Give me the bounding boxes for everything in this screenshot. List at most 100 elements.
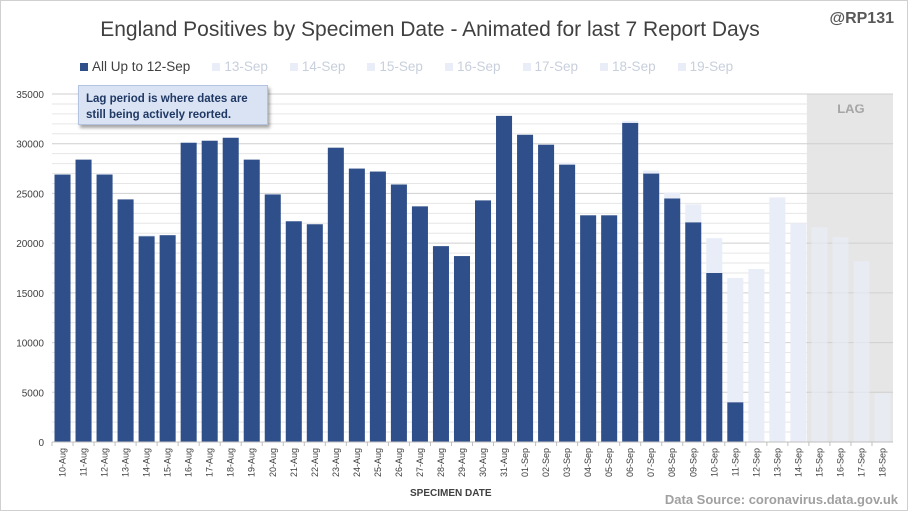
x-tick-label: 27-Aug xyxy=(415,448,425,477)
x-tick-label: 14-Sep xyxy=(793,448,803,477)
x-tick-label: 12-Sep xyxy=(751,448,761,477)
x-tick-label: 18-Aug xyxy=(226,448,236,477)
x-tick-label: 03-Sep xyxy=(562,448,572,477)
bar-up-to-12-sep xyxy=(75,159,92,442)
bar-up-to-12-sep xyxy=(453,256,470,442)
x-tick-label: 10-Sep xyxy=(709,448,719,477)
x-tick-label: 15-Aug xyxy=(163,448,173,477)
x-tick-label: 09-Sep xyxy=(688,448,698,477)
bar-later-reports xyxy=(832,237,849,442)
bar-up-to-12-sep xyxy=(306,224,323,442)
bar-up-to-12-sep xyxy=(664,198,681,442)
x-axis-label: SPECIMEN DATE xyxy=(410,488,492,499)
data-source: Data Source: coronavirus.data.gov.uk xyxy=(664,492,898,507)
y-tick-label: 30000 xyxy=(16,140,44,151)
author-handle: @RP131 xyxy=(829,10,894,27)
bar-up-to-12-sep xyxy=(390,184,407,443)
x-tick-label: 11-Sep xyxy=(730,448,740,476)
bar-up-to-12-sep xyxy=(201,140,218,442)
legend-swatch xyxy=(289,62,298,71)
x-tick-label: 28-Aug xyxy=(436,448,446,477)
legend-item: 17-Sep xyxy=(522,59,579,74)
bar-up-to-12-sep xyxy=(496,115,513,443)
legend-label: 13-Sep xyxy=(224,59,268,74)
bar-up-to-12-sep xyxy=(559,164,576,442)
x-tick-label: 07-Sep xyxy=(646,448,656,477)
x-tick-label: 30-Aug xyxy=(478,448,488,477)
legend-swatch xyxy=(600,62,609,71)
bar-up-to-12-sep xyxy=(538,144,555,443)
bar-later-reports xyxy=(790,223,807,442)
legend-label: 17-Sep xyxy=(534,59,579,74)
legend-label: 16-Sep xyxy=(456,59,501,74)
bar-later-reports xyxy=(96,173,113,175)
legend-item: 14-Sep xyxy=(289,59,345,74)
bar-up-to-12-sep xyxy=(475,200,492,442)
legend-swatch xyxy=(212,62,221,71)
legend: All Up to 12-Sep 13-Sep 14-Sep 15-Sep 16-Sep… xyxy=(80,59,755,74)
x-tick-label: 24-Aug xyxy=(352,448,362,477)
bar-up-to-12-sep xyxy=(285,221,302,442)
x-tick-label: 02-Sep xyxy=(541,448,551,477)
x-tick-label: 04-Sep xyxy=(583,448,593,477)
bar-later-reports xyxy=(769,197,786,442)
x-tick-label: 20-Aug xyxy=(268,448,278,477)
x-tick-label: 15-Sep xyxy=(814,448,824,477)
bar-later-reports xyxy=(727,277,744,403)
bar-up-to-12-sep xyxy=(517,134,534,442)
bar-up-to-12-sep xyxy=(580,215,597,442)
bar-later-reports xyxy=(138,235,155,237)
legend-label: All Up to 12-Sep xyxy=(92,59,191,74)
legend-label: 18-Sep xyxy=(612,59,656,74)
x-tick-label: 13-Aug xyxy=(121,448,131,477)
bar-up-to-12-sep xyxy=(96,174,113,442)
x-tick-label: 31-Aug xyxy=(499,448,509,477)
x-tick-label: 22-Aug xyxy=(310,448,320,477)
legend-swatch xyxy=(80,62,88,71)
bar-up-to-12-sep xyxy=(411,206,428,442)
legend-swatch xyxy=(522,62,531,71)
x-tick-label: 16-Aug xyxy=(184,448,194,477)
bar-up-to-12-sep xyxy=(159,235,176,442)
bar-up-to-12-sep xyxy=(222,137,239,442)
legend-label: 15-Sep xyxy=(379,59,423,74)
bar-up-to-12-sep xyxy=(243,159,260,442)
bar-up-to-12-sep xyxy=(706,272,723,442)
bar-up-to-12-sep xyxy=(180,142,197,442)
bar-up-to-12-sep xyxy=(348,168,365,443)
legend-item: 15-Sep xyxy=(367,59,423,74)
legend-label: 19-Sep xyxy=(689,59,734,74)
bar-up-to-12-sep xyxy=(432,246,449,442)
bar-later-reports xyxy=(706,238,723,273)
bar-later-reports xyxy=(643,170,660,174)
y-tick-label: 25000 xyxy=(16,189,44,200)
bar-later-reports xyxy=(874,393,891,442)
bar-up-to-12-sep xyxy=(138,236,155,442)
y-tick-label: 15000 xyxy=(16,289,44,300)
x-tick-label: 18-Sep xyxy=(877,448,887,477)
bar-later-reports xyxy=(664,192,681,199)
lag-label: LAG xyxy=(837,101,864,116)
bar-later-reports xyxy=(748,268,765,442)
legend-item: 13-Sep xyxy=(212,59,268,74)
x-tick-label: 10-Aug xyxy=(58,448,68,477)
x-tick-label: 06-Sep xyxy=(625,448,635,477)
legend-item: 16-Sep xyxy=(444,59,501,74)
chart-title: England Positives by Specimen Date - Ani… xyxy=(100,18,760,41)
bar-up-to-12-sep xyxy=(622,122,639,442)
x-tick-label: 13-Sep xyxy=(772,448,782,477)
y-tick-label: 10000 xyxy=(16,339,44,350)
bar-later-reports xyxy=(853,261,870,442)
x-tick-label: 12-Aug xyxy=(100,448,110,477)
bar-later-reports xyxy=(559,162,576,165)
x-tick-label: 16-Sep xyxy=(835,448,845,477)
x-tick-label: 01-Sep xyxy=(520,448,530,477)
legend-item: 18-Sep xyxy=(600,59,656,74)
legend-swatch xyxy=(367,62,376,71)
legend-item: All Up to 12-Sep xyxy=(80,59,190,74)
y-tick-label: 35000 xyxy=(16,90,44,101)
bar-up-to-12-sep xyxy=(601,215,618,442)
legend-item: 19-Sep xyxy=(677,59,734,74)
bar-up-to-12-sep xyxy=(264,194,281,442)
